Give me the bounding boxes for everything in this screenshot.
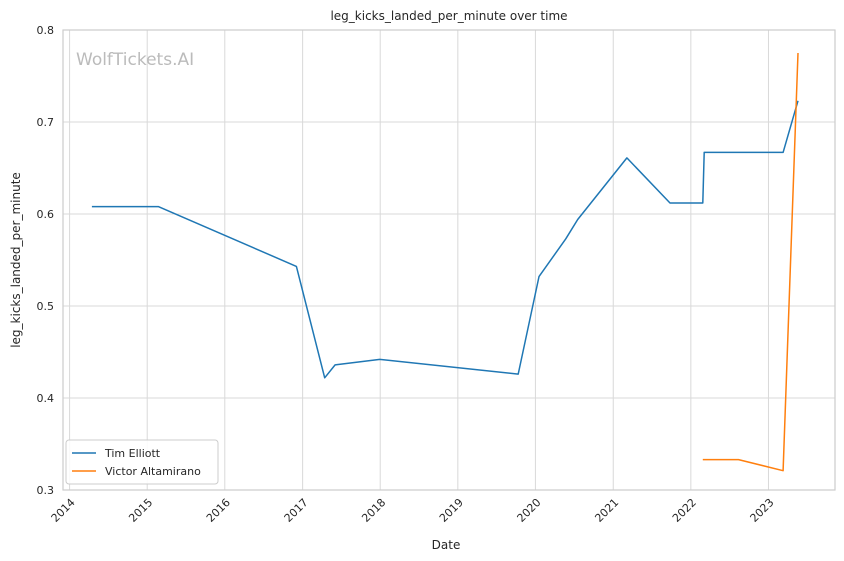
series-line-victor-altamirano — [702, 52, 799, 472]
x-axis: 2014 2015 2016 2017 2018 2019 2020 2021 2022 2023 — [49, 496, 777, 525]
legend: Tim Elliott Victor Altamirano — [65, 439, 219, 485]
plot-frame — [62, 29, 836, 491]
y-tick-label: 0.8 — [37, 24, 55, 37]
y-axis-title: leg_kicks_landed_per_minute — [9, 172, 23, 348]
chart-title: leg_kicks_landed_per_minute over time — [330, 9, 567, 23]
legend-label-victor-altamirano: Victor Altamirano — [105, 465, 201, 478]
y-tick-label: 0.4 — [37, 392, 55, 405]
y-tick-label: 0.5 — [37, 300, 55, 313]
y-axis: 0.3 0.4 0.5 0.6 0.7 0.8 — [37, 24, 55, 497]
series-line-tim-elliott — [91, 100, 799, 379]
y-tick-label: 0.3 — [37, 484, 55, 497]
x-axis-title: Date — [432, 538, 461, 552]
legend-box — [65, 439, 219, 485]
legend-label-tim-elliott: Tim Elliott — [104, 447, 161, 460]
y-tick-label: 0.6 — [37, 208, 55, 221]
series-layer — [91, 52, 799, 472]
y-tick-label: 0.7 — [37, 116, 55, 129]
watermark: WolfTickets.AI — [76, 50, 194, 70]
